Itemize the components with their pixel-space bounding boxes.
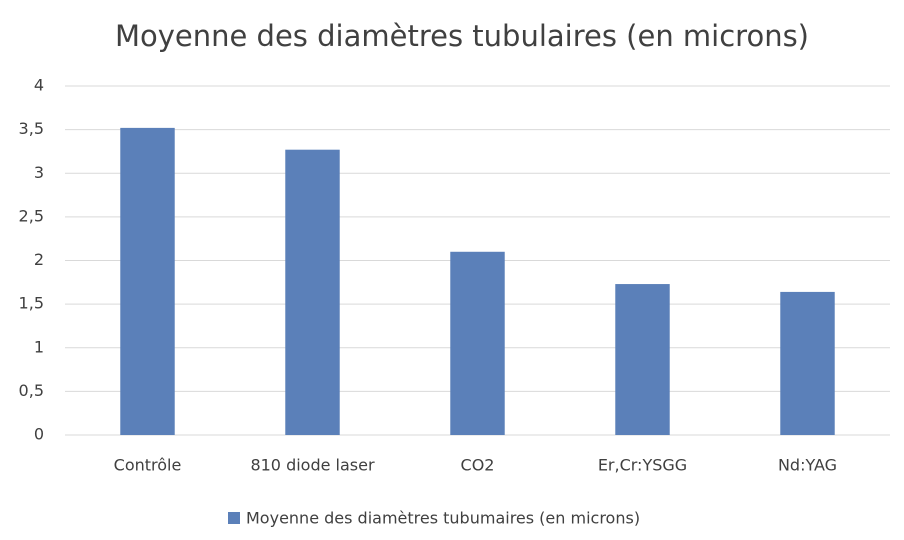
y-tick-label: 2 <box>34 250 44 269</box>
legend-swatch <box>228 512 240 524</box>
bar <box>450 251 505 435</box>
y-tick-label: 1 <box>34 337 44 356</box>
bar <box>285 149 340 435</box>
x-tick-label: Nd:YAG <box>778 456 837 475</box>
y-tick-label: 4 <box>34 76 44 95</box>
y-tick-label: 1,5 <box>19 294 44 313</box>
x-tick-label: 810 diode laser <box>250 456 375 475</box>
y-tick-label: 3 <box>34 163 44 182</box>
bar <box>120 127 175 435</box>
bar <box>615 284 670 435</box>
legend-label: Moyenne des diamètres tubumaires (en mic… <box>246 509 640 528</box>
bar <box>780 291 835 435</box>
y-tick-label: 2,5 <box>19 206 44 225</box>
chart-title: Moyenne des diamètres tubulaires (en mic… <box>115 19 809 53</box>
x-tick-label: Er,Cr:YSGG <box>598 456 687 475</box>
x-tick-label: Contrôle <box>114 456 182 475</box>
y-tick-label: 0 <box>34 425 44 444</box>
y-tick-label: 0,5 <box>19 381 44 400</box>
x-tick-label: CO2 <box>461 456 495 475</box>
y-tick-label: 3,5 <box>19 119 44 138</box>
